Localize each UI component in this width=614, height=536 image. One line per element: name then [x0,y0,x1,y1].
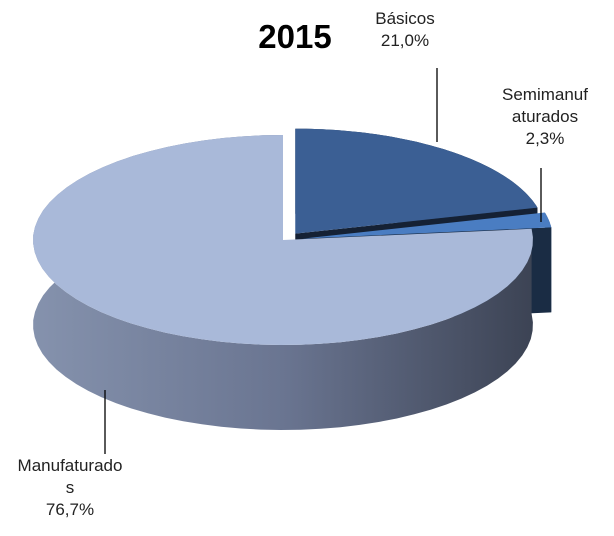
slice-label: Semimanufaturados 2,3% [490,84,600,150]
value-label: 2,3% [525,129,565,148]
category-label: Manufaturados [17,456,123,497]
category-label: Semimanufaturados [502,85,588,126]
slice-label: Manufaturados 76,7% [5,455,135,521]
value-label: 21,0% [380,31,430,50]
pie-slice [295,128,538,234]
chart-title: 2015 [258,18,332,55]
value-label: 76,7% [45,500,95,519]
slice-label: Básicos 21,0% [355,8,455,52]
pie-slice [302,212,552,239]
category-label: Básicos [375,9,435,28]
pie-slice [33,135,533,345]
pie-tops [33,128,552,345]
